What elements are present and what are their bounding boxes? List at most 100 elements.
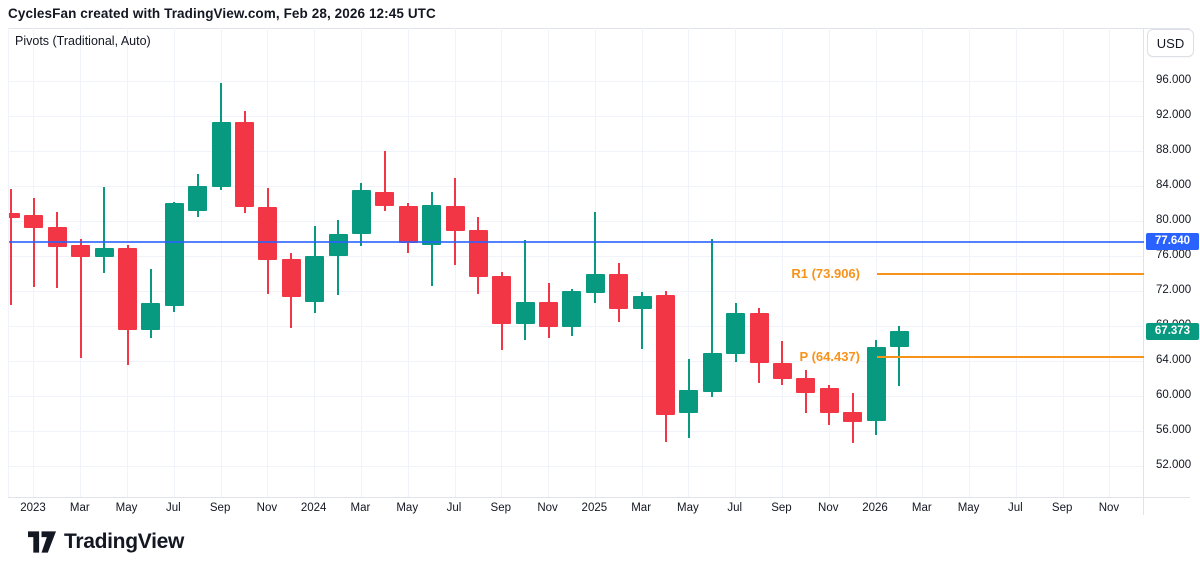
grid-line-v <box>781 28 783 497</box>
candle-down[interactable] <box>375 192 395 207</box>
x-tick-label: Jul <box>727 502 743 514</box>
indicator-legend[interactable]: Pivots (Traditional, Auto) <box>15 34 151 48</box>
y-tick-label: 80.000 <box>1156 214 1192 226</box>
grid-line-h <box>9 430 1144 432</box>
candle-wick-up <box>711 239 714 397</box>
attribution-title: CyclesFan created with TradingView.com, … <box>8 6 436 21</box>
candle-up[interactable] <box>164 202 184 306</box>
candle-down[interactable] <box>749 312 769 363</box>
candle-up[interactable] <box>351 190 371 235</box>
candle-up[interactable] <box>141 303 161 331</box>
x-tick-label: Nov <box>1098 502 1120 514</box>
candle-down[interactable] <box>445 206 465 231</box>
pivot-line-r1[interactable] <box>877 273 1144 276</box>
y-tick-label: 88.000 <box>1156 144 1192 156</box>
candle-down[interactable] <box>819 388 839 413</box>
x-tick-label: Jul <box>1008 502 1023 514</box>
grid-line-h <box>9 255 1144 257</box>
y-tick-label: 92.000 <box>1156 109 1192 121</box>
chart-pane[interactable]: Pivots (Traditional, Auto) R1 (73.906) P … <box>8 28 1144 497</box>
candle-up[interactable] <box>328 234 348 256</box>
time-axis[interactable]: 2023 Mar May Jul Sep Nov 2024 Mar May Jul Sep Nov 20… <box>8 497 1190 516</box>
candle-down[interactable] <box>9 213 21 219</box>
y-tick-label: 60.000 <box>1156 389 1192 401</box>
candle-wick-up <box>641 291 644 349</box>
candle-down[interactable] <box>796 377 816 394</box>
candle-wick-down <box>383 151 386 212</box>
grid-line-v <box>641 28 643 497</box>
grid-line-v <box>501 28 503 497</box>
grid-line-h <box>9 220 1144 222</box>
x-tick-label: May <box>677 502 699 514</box>
candle-down[interactable] <box>281 258 301 298</box>
grid-line-h <box>9 360 1144 362</box>
x-tick-label: 2023 <box>20 502 46 514</box>
candle-up[interactable] <box>188 186 208 212</box>
horizontal-price-line[interactable] <box>9 240 1144 243</box>
grid-line-v <box>828 28 830 497</box>
grid-line-v <box>875 28 877 497</box>
candle-up[interactable] <box>422 205 442 245</box>
candle-down[interactable] <box>468 229 488 277</box>
x-tick-label: Sep <box>490 502 512 514</box>
candle-down[interactable] <box>609 274 629 309</box>
candle-up[interactable] <box>305 256 325 302</box>
x-tick-label: Jul <box>446 502 462 514</box>
candle-down[interactable] <box>772 362 792 380</box>
candle-wick-up <box>524 240 527 340</box>
candle-down[interactable] <box>656 295 676 416</box>
candle-wick-down <box>56 212 59 288</box>
grid-line-h <box>9 80 1144 82</box>
candle-up[interactable] <box>585 274 605 293</box>
grid-line-v <box>220 28 222 497</box>
candle-down[interactable] <box>118 248 138 331</box>
candle-up[interactable] <box>726 312 746 354</box>
tradingview-logo[interactable]: TradingView <box>28 530 184 554</box>
candle-down[interactable] <box>235 122 254 207</box>
x-tick-label: Sep <box>209 502 231 514</box>
candle-wick-up <box>337 220 340 296</box>
x-tick-label: Jul <box>165 502 181 514</box>
candle-up[interactable] <box>562 291 582 327</box>
candle-down[interactable] <box>492 276 512 325</box>
x-tick-label: Nov <box>537 502 558 514</box>
x-tick-label: Mar <box>631 502 652 514</box>
candle-down[interactable] <box>71 244 91 257</box>
candle-down[interactable] <box>843 411 863 423</box>
candle-down[interactable] <box>47 227 67 248</box>
x-tick-label: 2025 <box>581 502 608 514</box>
grid-line-v <box>407 28 409 497</box>
y-tick-label: 56.000 <box>1156 424 1192 436</box>
y-tick-label: 52.000 <box>1156 459 1192 471</box>
candle-down[interactable] <box>24 214 44 228</box>
currency-toggle-button[interactable]: USD <box>1147 29 1194 57</box>
x-tick-label: Nov <box>256 502 278 514</box>
candle-up[interactable] <box>632 296 652 309</box>
y-tick-label: 72.000 <box>1156 284 1192 296</box>
candle-up[interactable] <box>866 347 886 422</box>
candle-down[interactable] <box>258 207 278 260</box>
grid-line-h <box>9 115 1144 117</box>
y-tick-label: 76.000 <box>1156 249 1192 261</box>
candle-up[interactable] <box>889 331 909 347</box>
candle-down[interactable] <box>398 206 418 243</box>
candle-up[interactable] <box>515 302 535 325</box>
y-tick-label: 64.000 <box>1156 354 1192 366</box>
candle-down[interactable] <box>539 302 559 327</box>
candle-up[interactable] <box>94 248 114 257</box>
candle-up[interactable] <box>211 122 231 187</box>
price-axis[interactable]: 77.640 67.373 96.000 92.000 88.000 84.000 80… <box>1143 28 1200 515</box>
grid-line-v <box>1109 28 1111 497</box>
price-line-label: 77.640 <box>1146 233 1199 251</box>
pivot-line-p[interactable] <box>877 356 1144 359</box>
x-tick-label: Mar <box>911 502 932 514</box>
grid-line-v <box>922 28 924 497</box>
last-price-label: 67.373 <box>1146 322 1199 340</box>
candle-up[interactable] <box>702 353 722 392</box>
y-tick-label: 84.000 <box>1156 179 1192 191</box>
x-tick-label: Sep <box>1051 502 1073 514</box>
grid-line-v <box>548 28 550 497</box>
grid-line-v <box>1062 28 1064 497</box>
x-tick-label: Mar <box>350 502 371 514</box>
candle-up[interactable] <box>679 389 699 413</box>
